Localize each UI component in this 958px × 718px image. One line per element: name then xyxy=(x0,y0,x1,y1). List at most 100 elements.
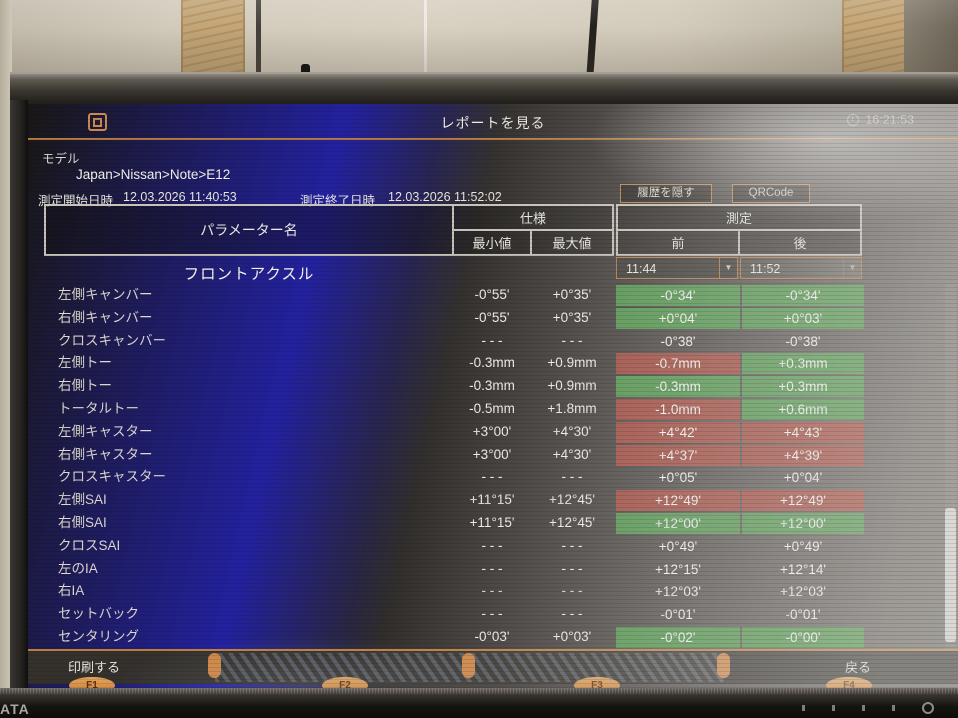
spec-max-value: +0°35' xyxy=(552,309,592,325)
title-bar: レポートを見る 16:21:53 xyxy=(28,104,958,140)
measured-before: +4°37' xyxy=(616,444,740,466)
parameter-name: 左側SAI xyxy=(58,492,107,508)
scrollbar-handle[interactable] xyxy=(717,653,730,678)
spec-max-value: - - - xyxy=(561,332,583,348)
print-button[interactable]: 印刷する xyxy=(68,660,121,675)
before-time-dropdown[interactable]: 11:44 ▼ xyxy=(616,257,738,279)
measured-after: -0°34' xyxy=(742,285,864,306)
function-key-bar: 印刷する 戻る xyxy=(28,649,958,684)
table-row: 左のIA - - - - - - +12°15' +12°14' xyxy=(28,558,958,581)
parameter-name: センタリング xyxy=(58,628,139,644)
spec-max-value: +12°45' xyxy=(549,514,595,530)
wall-shadow-corner xyxy=(904,0,958,78)
table-row: 左側キャンバー -0°55' +0°35' -0°34' -0°34' xyxy=(28,284,958,307)
f1-key-tab[interactable]: F1 xyxy=(69,677,115,688)
spec-min-value: -0.3mm xyxy=(469,378,515,394)
chevron-down-icon[interactable]: ▼ xyxy=(719,258,737,278)
monitor-left-bezel xyxy=(10,100,28,692)
parameter-name: 右IA xyxy=(58,583,85,599)
hide-history-button[interactable]: 履歴を隠す xyxy=(620,184,712,203)
model-label: モデル xyxy=(42,152,80,166)
table-row: 右IA - - - - - - +12°03' +12°03' xyxy=(28,580,958,603)
measured-before: +12°00' xyxy=(616,512,740,534)
clock-time: 16:21:53 xyxy=(865,113,914,127)
f2-key-tab[interactable]: F2 xyxy=(322,677,368,688)
bezel-edge-highlight xyxy=(0,688,958,694)
spec-max-value: +4°30' xyxy=(552,446,592,462)
wall-seam-dark xyxy=(256,0,261,78)
measured-before: -0°34' xyxy=(616,285,740,306)
spec-min-value: - - - xyxy=(481,537,503,553)
clock-area: 16:21:53 xyxy=(847,113,914,127)
parameter-name: クロスキャンバー xyxy=(58,332,166,348)
measured-before: +12°03' xyxy=(655,584,701,600)
wall-background xyxy=(0,0,958,87)
monitor-button-mark xyxy=(862,705,865,711)
measured-after: +0°03' xyxy=(742,307,864,329)
table-row: 右側SAI +11°15' +12°45' +12°00' +12°00' xyxy=(28,512,958,535)
column-header-max: 最大値 xyxy=(530,229,614,256)
spec-min-value: - - - xyxy=(481,583,503,599)
f4-key-tab[interactable]: F4 xyxy=(826,677,872,688)
measured-after: +12°00' xyxy=(742,512,864,534)
parameter-name: 右側キャンバー xyxy=(58,309,153,325)
spec-max-value: +0°03' xyxy=(552,628,592,644)
parameter-name: クロスSAI xyxy=(58,537,121,553)
qrcode-button[interactable]: QRCode xyxy=(732,184,810,203)
power-icon xyxy=(922,702,934,714)
table-row: クロスSAI - - - - - - +0°49' +0°49' xyxy=(28,535,958,558)
table-row: 左側SAI +11°15' +12°45' +12°49' +12°49' xyxy=(28,489,958,512)
measured-after: +12°03' xyxy=(780,584,826,600)
measured-before: +12°49' xyxy=(616,490,740,512)
spec-min-value: -0.5mm xyxy=(469,400,515,416)
spec-max-value: +12°45' xyxy=(549,492,595,508)
start-time-value: 12.03.2026 11:40:53 xyxy=(123,190,237,204)
parameter-name: 右側キャスター xyxy=(58,446,153,462)
f3-key-tab[interactable]: F3 xyxy=(574,677,620,688)
spec-min-value: -0°03' xyxy=(474,628,510,644)
spec-min-value: -0°55' xyxy=(474,287,510,302)
after-time-dropdown[interactable]: 11:52 ▼ xyxy=(740,257,862,279)
monitor-brand-text: ATA xyxy=(0,701,30,717)
parameter-name: 左側キャスター xyxy=(58,423,153,439)
column-header-after: 後 xyxy=(738,229,862,256)
table-row: トータルトー -0.5mm +1.8mm -1.0mm +0.6mm xyxy=(28,398,958,421)
measured-after: +0.6mm xyxy=(742,398,864,420)
monitor-button-mark xyxy=(802,705,805,711)
spec-min-value: - - - xyxy=(481,606,503,622)
measured-before: -1.0mm xyxy=(616,398,740,420)
spec-min-value: +3°00' xyxy=(472,423,512,439)
table-rows: 左側キャンバー -0°55' +0°35' -0°34' -0°34' 右側キャ… xyxy=(28,284,958,649)
end-time-value: 12.03.2026 11:52:02 xyxy=(388,190,502,204)
table-row: クロスキャンバー - - - - - - -0°38' -0°38' xyxy=(28,330,958,353)
spec-min-value: -0°55' xyxy=(474,309,510,325)
parameter-name: セットバック xyxy=(58,606,139,622)
column-header-before: 前 xyxy=(616,229,740,256)
alignment-report-screen: レポートを見る 16:21:53 モデル Japan>Nissan>Note>E… xyxy=(28,104,958,688)
spec-max-value: - - - xyxy=(561,537,583,553)
measured-after: -0°38' xyxy=(785,333,821,349)
column-header-measurement: 測定 xyxy=(616,204,862,231)
scrollbar-handle[interactable] xyxy=(462,653,475,678)
wall-rust-pillar-left xyxy=(181,0,245,78)
monitor-button-mark xyxy=(832,705,835,711)
measured-after: +0.3mm xyxy=(742,353,864,375)
measured-after: +12°14' xyxy=(780,561,826,577)
table-row: 右側トー -0.3mm +0.9mm -0.3mm +0.3mm xyxy=(28,375,958,398)
parameter-name: クロスキャスター xyxy=(58,469,166,485)
spec-max-value: - - - xyxy=(561,560,583,576)
measured-after: +0.3mm xyxy=(742,376,864,398)
spec-max-value: - - - xyxy=(561,606,583,622)
table-row: 左側キャスター +3°00' +4°30' +4°42' +4°43' xyxy=(28,421,958,444)
measured-after: +12°49' xyxy=(742,490,864,512)
parameter-name: トータルトー xyxy=(58,400,139,416)
vertical-scrollbar-thumb[interactable] xyxy=(945,508,956,642)
spec-min-value: +11°15' xyxy=(469,492,515,508)
parameter-name: 右側SAI xyxy=(58,514,107,530)
parameter-name: 右側トー xyxy=(58,378,112,394)
scrollbar-handle[interactable] xyxy=(208,653,221,678)
chevron-down-icon[interactable]: ▼ xyxy=(843,258,861,278)
back-button[interactable]: 戻る xyxy=(845,660,872,675)
monitor-top-bezel xyxy=(10,72,958,106)
